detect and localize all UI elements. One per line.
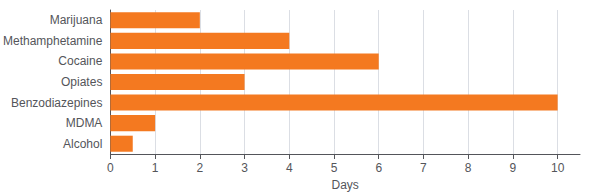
svg-text:3: 3 [241,161,248,175]
svg-text:Marijuana: Marijuana [50,13,103,27]
svg-text:Alcohol: Alcohol [63,137,102,151]
svg-text:Benzodiazepines: Benzodiazepines [11,96,102,110]
svg-text:4: 4 [286,161,293,175]
svg-text:MDMA: MDMA [66,116,103,130]
svg-text:Methamphetamine: Methamphetamine [3,34,103,48]
svg-text:1: 1 [152,161,159,175]
svg-text:2: 2 [196,161,203,175]
svg-text:0: 0 [107,161,114,175]
svg-text:9: 9 [510,161,517,175]
svg-text:8: 8 [465,161,472,175]
svg-text:5: 5 [331,161,338,175]
svg-text:6: 6 [375,161,382,175]
svg-text:Opiates: Opiates [61,75,102,89]
svg-text:Cocaine: Cocaine [58,54,102,68]
svg-text:10: 10 [551,161,565,175]
svg-text:7: 7 [420,161,427,175]
svg-text:Days: Days [332,178,359,192]
